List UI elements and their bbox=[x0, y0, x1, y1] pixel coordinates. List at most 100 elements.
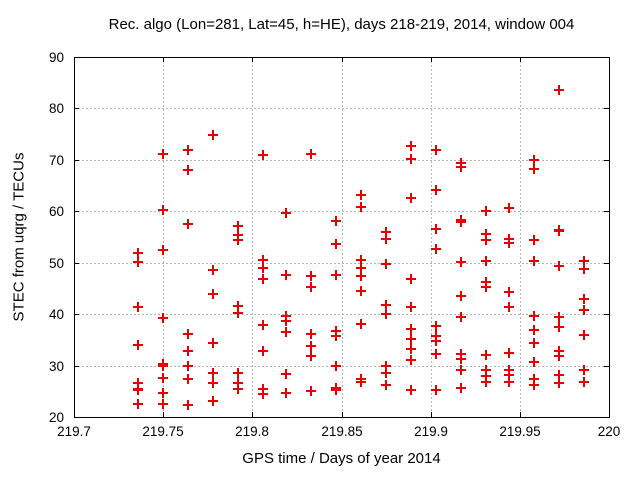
data-point-marker bbox=[554, 322, 564, 332]
data-point-marker bbox=[133, 385, 143, 395]
data-point-marker bbox=[133, 257, 143, 267]
data-point-marker bbox=[431, 185, 441, 195]
data-point-marker bbox=[158, 399, 168, 409]
data-point-marker bbox=[431, 349, 441, 359]
data-point-marker bbox=[529, 357, 539, 367]
data-point-marker bbox=[183, 165, 193, 175]
y-axis-title: STEC from uqrg / TECUs bbox=[10, 152, 28, 322]
y-tick-label: 80 bbox=[49, 101, 64, 116]
data-point-marker bbox=[431, 385, 441, 395]
data-point-marker bbox=[481, 350, 491, 360]
data-point-marker bbox=[579, 365, 589, 375]
y-tick-label: 60 bbox=[49, 204, 64, 219]
data-point-marker bbox=[481, 282, 491, 292]
data-point-marker bbox=[258, 389, 268, 399]
data-point-marker bbox=[208, 368, 218, 378]
y-tick-label: 40 bbox=[49, 307, 64, 322]
data-point-marker bbox=[356, 377, 366, 387]
data-point-marker bbox=[529, 256, 539, 266]
data-point-marker bbox=[381, 368, 391, 378]
data-point-marker bbox=[356, 271, 366, 281]
data-point-marker bbox=[208, 396, 218, 406]
data-point-marker bbox=[481, 256, 491, 266]
data-point-marker bbox=[406, 385, 416, 395]
data-point-marker bbox=[208, 338, 218, 348]
data-point-marker bbox=[281, 316, 291, 326]
data-point-marker bbox=[133, 302, 143, 312]
x-tick-label: 220 bbox=[598, 424, 621, 439]
data-point-marker bbox=[406, 302, 416, 312]
data-point-marker bbox=[331, 239, 341, 249]
data-point-marker bbox=[306, 386, 316, 396]
data-point-marker bbox=[208, 265, 218, 275]
data-point-marker bbox=[306, 282, 316, 292]
data-point-marker bbox=[158, 313, 168, 323]
x-tick-label: 219.75 bbox=[142, 424, 183, 439]
data-point-marker bbox=[158, 245, 168, 255]
data-point-marker bbox=[554, 312, 564, 322]
data-point-marker bbox=[554, 378, 564, 388]
data-point-marker bbox=[208, 378, 218, 388]
data-point-marker bbox=[381, 380, 391, 390]
data-point-marker bbox=[281, 270, 291, 280]
data-point-marker bbox=[456, 291, 466, 301]
data-point-marker bbox=[356, 202, 366, 212]
data-point-marker bbox=[306, 271, 316, 281]
data-point-marker bbox=[356, 286, 366, 296]
data-point-marker bbox=[554, 226, 564, 236]
data-point-marker bbox=[431, 244, 441, 254]
data-point-marker bbox=[133, 340, 143, 350]
data-point-marker bbox=[306, 351, 316, 361]
y-tick-label: 70 bbox=[49, 153, 64, 168]
data-point-marker bbox=[258, 150, 268, 160]
data-point-marker bbox=[233, 384, 243, 394]
data-point-marker bbox=[406, 274, 416, 284]
data-point-marker bbox=[456, 365, 466, 375]
data-point-marker bbox=[258, 263, 268, 273]
data-point-marker bbox=[504, 348, 514, 358]
data-point-marker bbox=[183, 346, 193, 356]
x-tick-label: 219.8 bbox=[235, 424, 269, 439]
x-tick-label: 219.7 bbox=[57, 424, 91, 439]
x-axis-title: GPS time / Days of year 2014 bbox=[242, 450, 441, 467]
data-point-marker bbox=[281, 369, 291, 379]
data-point-marker bbox=[579, 305, 589, 315]
data-point-marker bbox=[331, 361, 341, 371]
data-point-marker bbox=[183, 219, 193, 229]
data-point-marker bbox=[554, 85, 564, 95]
data-point-marker bbox=[406, 154, 416, 164]
data-point-marker bbox=[554, 351, 564, 361]
data-point-marker bbox=[158, 373, 168, 383]
data-point-marker bbox=[504, 287, 514, 297]
data-point-marker bbox=[258, 274, 268, 284]
data-point-marker bbox=[579, 377, 589, 387]
data-point-marker bbox=[481, 206, 491, 216]
data-point-marker bbox=[406, 355, 416, 365]
x-tick-label: 219.9 bbox=[414, 424, 448, 439]
y-tick-label: 30 bbox=[49, 359, 64, 374]
data-point-marker bbox=[381, 300, 391, 310]
data-point-marker bbox=[183, 400, 193, 410]
data-point-marker bbox=[331, 331, 341, 341]
data-point-marker bbox=[579, 330, 589, 340]
data-point-marker bbox=[406, 334, 416, 344]
data-point-marker bbox=[504, 203, 514, 213]
x-tick-label: 219.95 bbox=[499, 424, 540, 439]
data-point-marker bbox=[258, 320, 268, 330]
data-point-marker bbox=[456, 217, 466, 227]
data-point-marker bbox=[183, 374, 193, 384]
data-point-marker bbox=[133, 399, 143, 409]
data-point-marker bbox=[381, 309, 391, 319]
data-point-marker bbox=[529, 338, 539, 348]
data-point-marker bbox=[381, 234, 391, 244]
data-point-marker bbox=[456, 162, 466, 172]
data-point-marker bbox=[481, 235, 491, 245]
data-point-marker bbox=[579, 264, 589, 274]
data-point-marker bbox=[306, 341, 316, 351]
chart-title: Rec. algo (Lon=281, Lat=45, h=HE), days … bbox=[108, 16, 575, 33]
data-point-marker bbox=[456, 257, 466, 267]
data-point-marker bbox=[456, 312, 466, 322]
data-point-marker bbox=[529, 325, 539, 335]
data-point-marker bbox=[431, 336, 441, 346]
y-tick-label: 20 bbox=[49, 410, 64, 425]
